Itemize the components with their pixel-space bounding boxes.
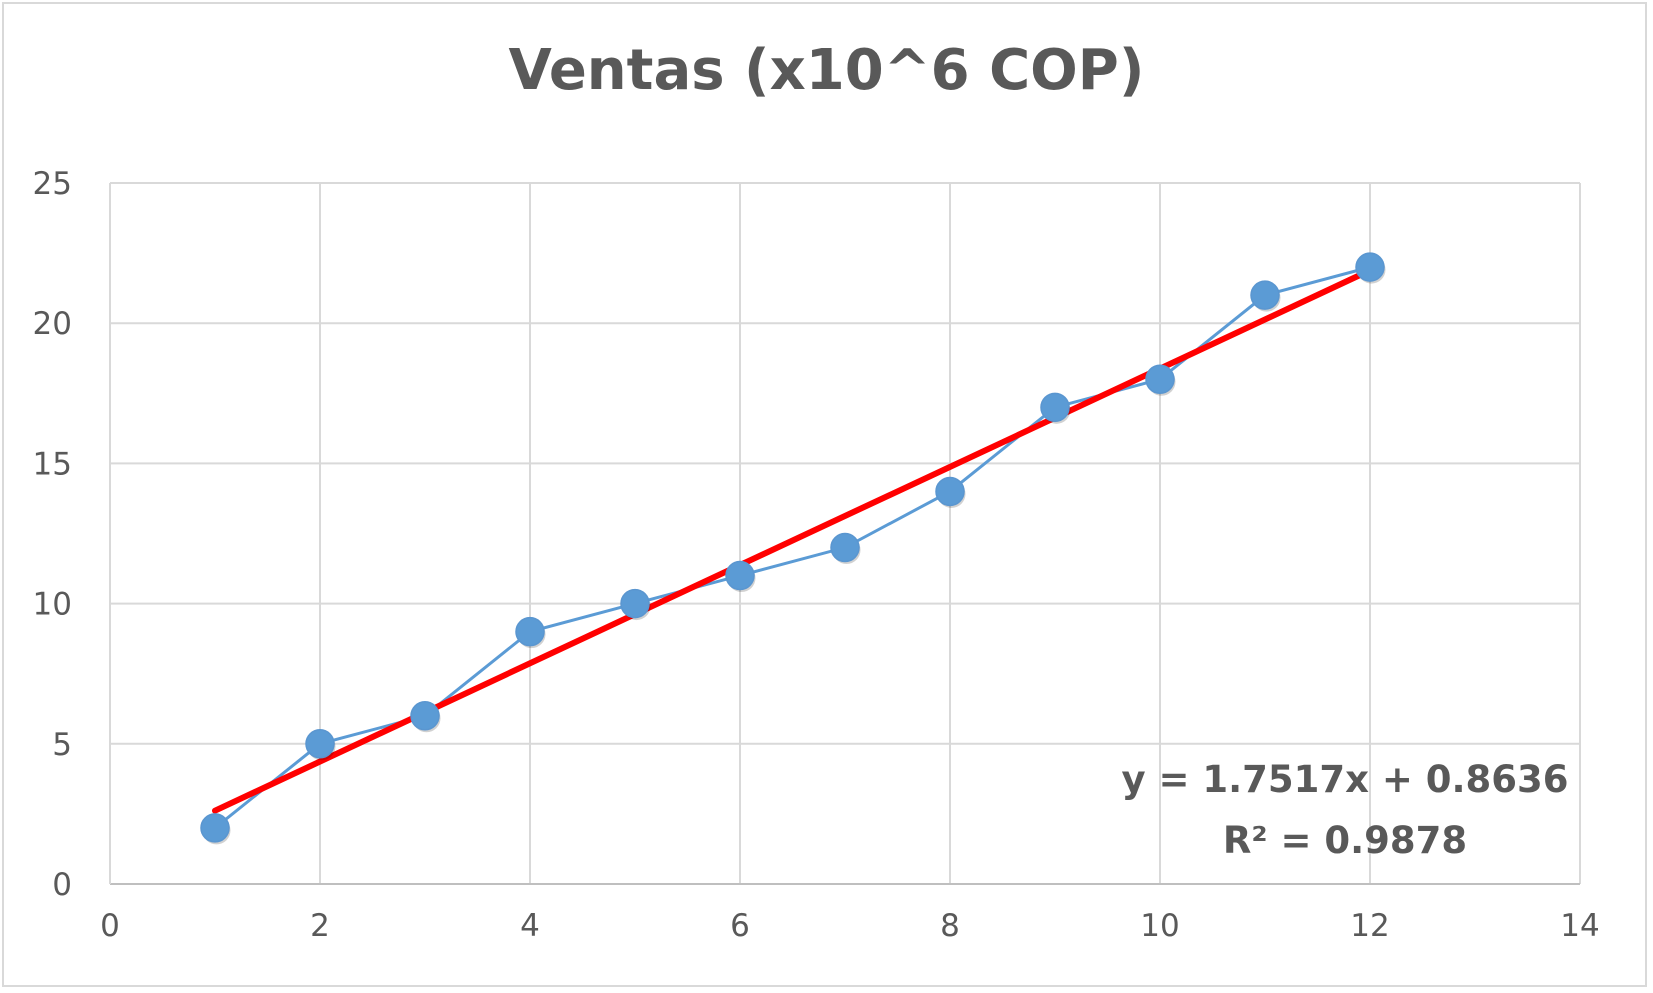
x-tick-label-0: 0 <box>100 908 120 944</box>
x-tick-label-14: 14 <box>1560 908 1599 944</box>
data-point-1 <box>200 813 230 843</box>
trendline-line <box>212 267 1373 814</box>
trendline-equation: y = 1.7517x + 0.8636 <box>1121 758 1568 801</box>
trendline <box>212 267 1373 814</box>
series-markers <box>200 252 1386 845</box>
y-tick-label-25: 25 <box>33 166 72 202</box>
trendline-r-squared: R² = 0.9878 <box>1223 819 1467 862</box>
data-point-9 <box>1040 392 1070 423</box>
data-point-4 <box>515 616 545 647</box>
y-tick-label-0: 0 <box>52 867 72 903</box>
data-point-12 <box>1355 252 1385 282</box>
y-tick-label-15: 15 <box>33 446 72 482</box>
x-tick-label-4: 4 <box>520 908 540 944</box>
data-point-2 <box>305 729 335 759</box>
data-point-11 <box>1250 280 1280 310</box>
x-tick-label-8: 8 <box>940 908 960 944</box>
y-tick-label-5: 5 <box>52 727 72 763</box>
data-point-8 <box>935 476 965 507</box>
axes <box>109 183 1580 885</box>
x-tick-label-10: 10 <box>1140 908 1179 944</box>
tick-labels: 0 5 10 15 20 25 0 2 4 6 8 10 12 14 <box>33 166 1600 944</box>
chart-title: Ventas (x10^6 COP) <box>508 38 1145 103</box>
data-point-6 <box>725 560 755 591</box>
y-tick-label-10: 10 <box>33 587 72 623</box>
data-point-3 <box>410 701 440 731</box>
data-point-10 <box>1145 364 1175 395</box>
x-tick-label-12: 12 <box>1350 908 1389 944</box>
data-point-7 <box>830 532 860 563</box>
x-tick-label-2: 2 <box>310 908 330 944</box>
x-tick-label-6: 6 <box>730 908 750 944</box>
y-tick-label-20: 20 <box>33 306 72 342</box>
grid-lines <box>110 182 1581 884</box>
data-point-5 <box>620 588 650 619</box>
